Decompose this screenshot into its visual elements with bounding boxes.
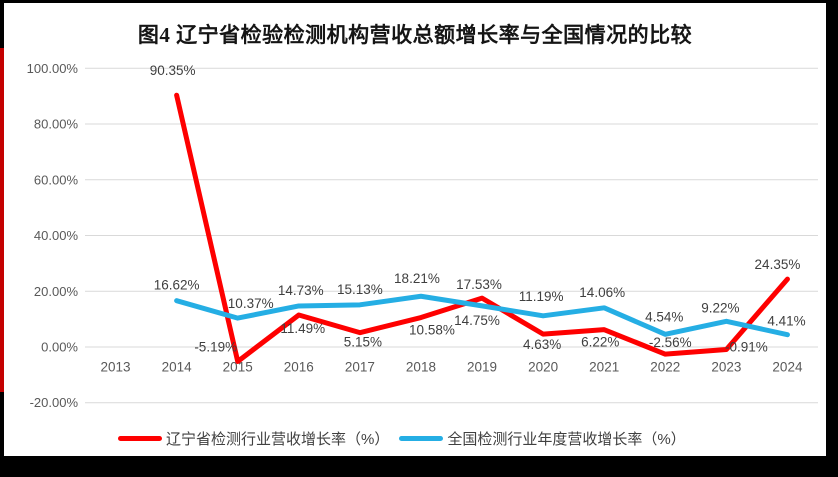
series-line-1 <box>174 293 790 338</box>
x-axis-tick-label: 2023 <box>711 360 741 375</box>
x-axis-tick-label: 2024 <box>772 360 803 375</box>
data-label: 18.21% <box>394 271 440 286</box>
x-axis-tick-label: 2013 <box>101 360 131 375</box>
legend-label-national: 全国检测行业年度营收增长率（%） <box>447 431 686 448</box>
legend-label-liaoning: 辽宁省检测行业营收增长率（%） <box>166 431 390 448</box>
x-axis-tick-label: 2016 <box>284 360 314 375</box>
frame-border-right <box>826 0 838 477</box>
data-label: 90.35% <box>150 63 196 78</box>
data-label: -2.56% <box>649 335 692 350</box>
legend-item-liaoning: 辽宁省检测行业营收增长率（%） <box>118 428 389 449</box>
x-axis-tick-label: 2021 <box>589 360 619 375</box>
x-axis-tick-label: 2017 <box>345 360 375 375</box>
frame-border-top <box>0 0 838 3</box>
x-axis-tick-label: 2015 <box>223 360 253 375</box>
y-axis-tick-label: 60.00% <box>34 172 79 187</box>
data-label: -5.19% <box>194 339 237 354</box>
frame-border-bottom <box>0 456 838 477</box>
legend-item-national: 全国检测行业年度营收增长率（%） <box>399 428 686 449</box>
x-axis-tick-label: 2014 <box>162 360 193 375</box>
data-label: 10.37% <box>228 296 274 311</box>
data-label: 10.58% <box>409 323 455 338</box>
data-label: 16.62% <box>154 278 200 293</box>
data-label: 14.73% <box>278 283 324 298</box>
legend-swatch-national <box>399 436 444 441</box>
y-axis-tick-label: 20.00% <box>34 284 79 299</box>
data-label: 11.49% <box>280 321 325 336</box>
y-axis-tick-label: 100.00% <box>27 61 79 76</box>
y-axis-tick-label: 80.00% <box>34 117 79 132</box>
y-axis-tick-label: -20.00% <box>30 395 79 410</box>
chart-legend: 辽宁省检测行业营收增长率（%） 全国检测行业年度营收增长率（%） <box>118 428 686 449</box>
y-axis-tick-label: 40.00% <box>34 228 79 243</box>
data-label: 14.06% <box>579 285 625 300</box>
legend-swatch-liaoning <box>118 436 162 441</box>
data-label: 14.75% <box>454 313 500 328</box>
x-axis-tick-label: 2022 <box>650 360 680 375</box>
x-axis-tick-label: 2018 <box>406 360 436 375</box>
data-label: 17.53% <box>456 277 502 292</box>
data-label: 4.41% <box>767 314 805 329</box>
series-line-0 <box>174 92 790 364</box>
data-label: -0.91% <box>725 340 768 355</box>
data-label: 11.19% <box>519 289 564 304</box>
data-label: 4.63% <box>523 337 561 352</box>
data-label: 24.35% <box>755 257 801 272</box>
y-axis-tick-label: 0.00% <box>41 340 78 355</box>
x-axis-tick-label: 2019 <box>467 360 497 375</box>
data-label: 15.13% <box>337 282 383 297</box>
data-label: 5.15% <box>344 335 382 350</box>
x-axis-tick-label: 2020 <box>528 360 558 375</box>
data-label: 4.54% <box>645 309 683 324</box>
data-label: 9.22% <box>701 300 739 315</box>
data-label: 6.22% <box>581 335 619 350</box>
chart-title: 图4 辽宁省检验检测机构营收总额增长率与全国情况的比较 <box>137 23 693 47</box>
frame-border-left-red-accent <box>0 48 4 392</box>
